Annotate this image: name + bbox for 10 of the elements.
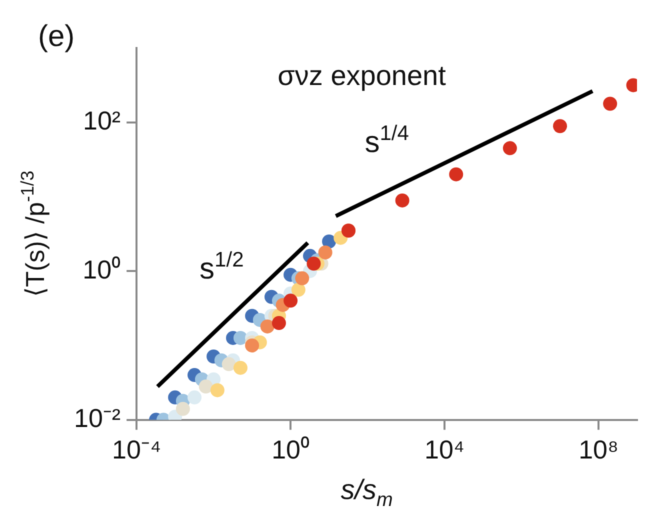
annotation: σνz exponent bbox=[278, 60, 446, 92]
y-axis-title: ⟨T(s)⟩ /p-1/3 bbox=[18, 170, 50, 298]
x-tick-label: 10⁰ bbox=[272, 434, 310, 465]
x-tick-label: 10⁻⁴ bbox=[112, 434, 162, 465]
y-tick-label: 10⁻² bbox=[74, 402, 121, 433]
y-tick-label: 10⁰ bbox=[82, 254, 121, 284]
x-tick-label: 10⁸ bbox=[578, 434, 618, 465]
x-tick-label: 10⁴ bbox=[424, 434, 465, 465]
y-tick-label: 10² bbox=[83, 106, 121, 136]
chart-title: (e) bbox=[38, 20, 75, 53]
